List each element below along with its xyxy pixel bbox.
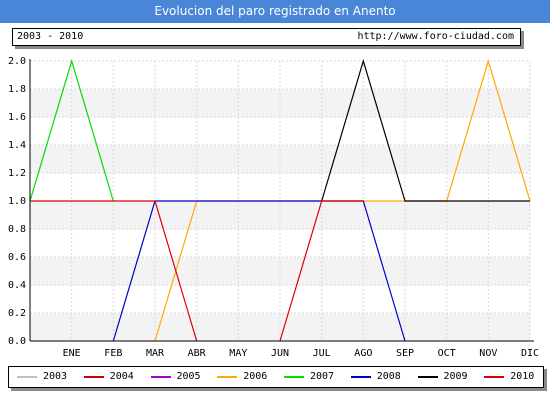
x-tick-label: AGO (354, 348, 372, 359)
y-tick-label: 1.4 (8, 140, 26, 151)
series-line-2009 (321, 58, 530, 202)
legend: 2003 2004 2005 2006 2007 2008 2009 2010 (8, 366, 544, 388)
legend-label: 2006 (243, 371, 268, 382)
x-tick-label: JUN (271, 348, 289, 359)
x-tick-label: JUL (313, 348, 331, 359)
legend-swatch (17, 376, 37, 378)
series-line-2010 (279, 200, 364, 342)
legend-swatch (417, 376, 438, 378)
legend-swatch (484, 376, 505, 378)
y-tick-label: 0.0 (8, 336, 26, 347)
x-tick-label: ABR (188, 348, 207, 359)
series-line-2007 (29, 58, 114, 202)
chart-title: Evolucion del paro registrado en Anento (0, 0, 550, 23)
legend-label: 2007 (310, 371, 335, 382)
legend-swatch (350, 376, 371, 378)
x-tick-label: OCT (438, 348, 456, 359)
y-tick-label: 0.2 (8, 308, 26, 319)
x-tick-label: MAR (146, 348, 165, 359)
period-label: 2003 - 2010 (17, 31, 84, 42)
x-axis-labels: ENE FEB MAR ABR MAY JUN JUL AGO SEP OCT NOV DIC (63, 348, 539, 359)
axes (29, 59, 534, 342)
source-url: http://www.foro-ciudad.com (357, 31, 514, 42)
x-tick-label: DIC (521, 348, 539, 359)
legend-swatch (83, 376, 104, 378)
x-tick-label: MAY (229, 348, 247, 359)
legend-swatch (284, 376, 304, 378)
y-tick-label: 2.0 (8, 56, 26, 67)
y-tick-label: 1.6 (8, 112, 26, 123)
series-line-2010 (30, 200, 198, 342)
legend-label: 2005 (176, 371, 201, 382)
series-lines (29, 58, 531, 342)
x-tick-label: ENE (63, 348, 81, 359)
legend-label: 2008 (376, 371, 401, 382)
y-tick-label: 1.0 (8, 196, 26, 207)
x-tick-label: SEP (396, 348, 414, 359)
y-tick-label: 0.4 (8, 280, 26, 291)
y-tick-label: 1.8 (8, 84, 26, 95)
legend-label: 2010 (510, 371, 535, 382)
y-tick-label: 0.8 (8, 224, 26, 235)
y-axis-labels: 0.0 0.2 0.4 0.6 0.8 1.0 1.2 1.4 1.6 1.8 2.0 (8, 56, 26, 347)
y-tick-label: 1.2 (8, 168, 26, 179)
info-box: 2003 - 2010 http://www.foro-ciudad.com (12, 28, 521, 46)
x-tick-label: NOV (479, 348, 497, 359)
legend-swatch (150, 376, 171, 378)
legend-swatch (217, 376, 238, 378)
x-tick-label: FEB (104, 348, 122, 359)
legend-label: 2004 (109, 371, 134, 382)
legend-label: 2009 (443, 371, 468, 382)
y-tick-label: 0.6 (8, 252, 26, 263)
legend-label: 2003 (43, 371, 68, 382)
